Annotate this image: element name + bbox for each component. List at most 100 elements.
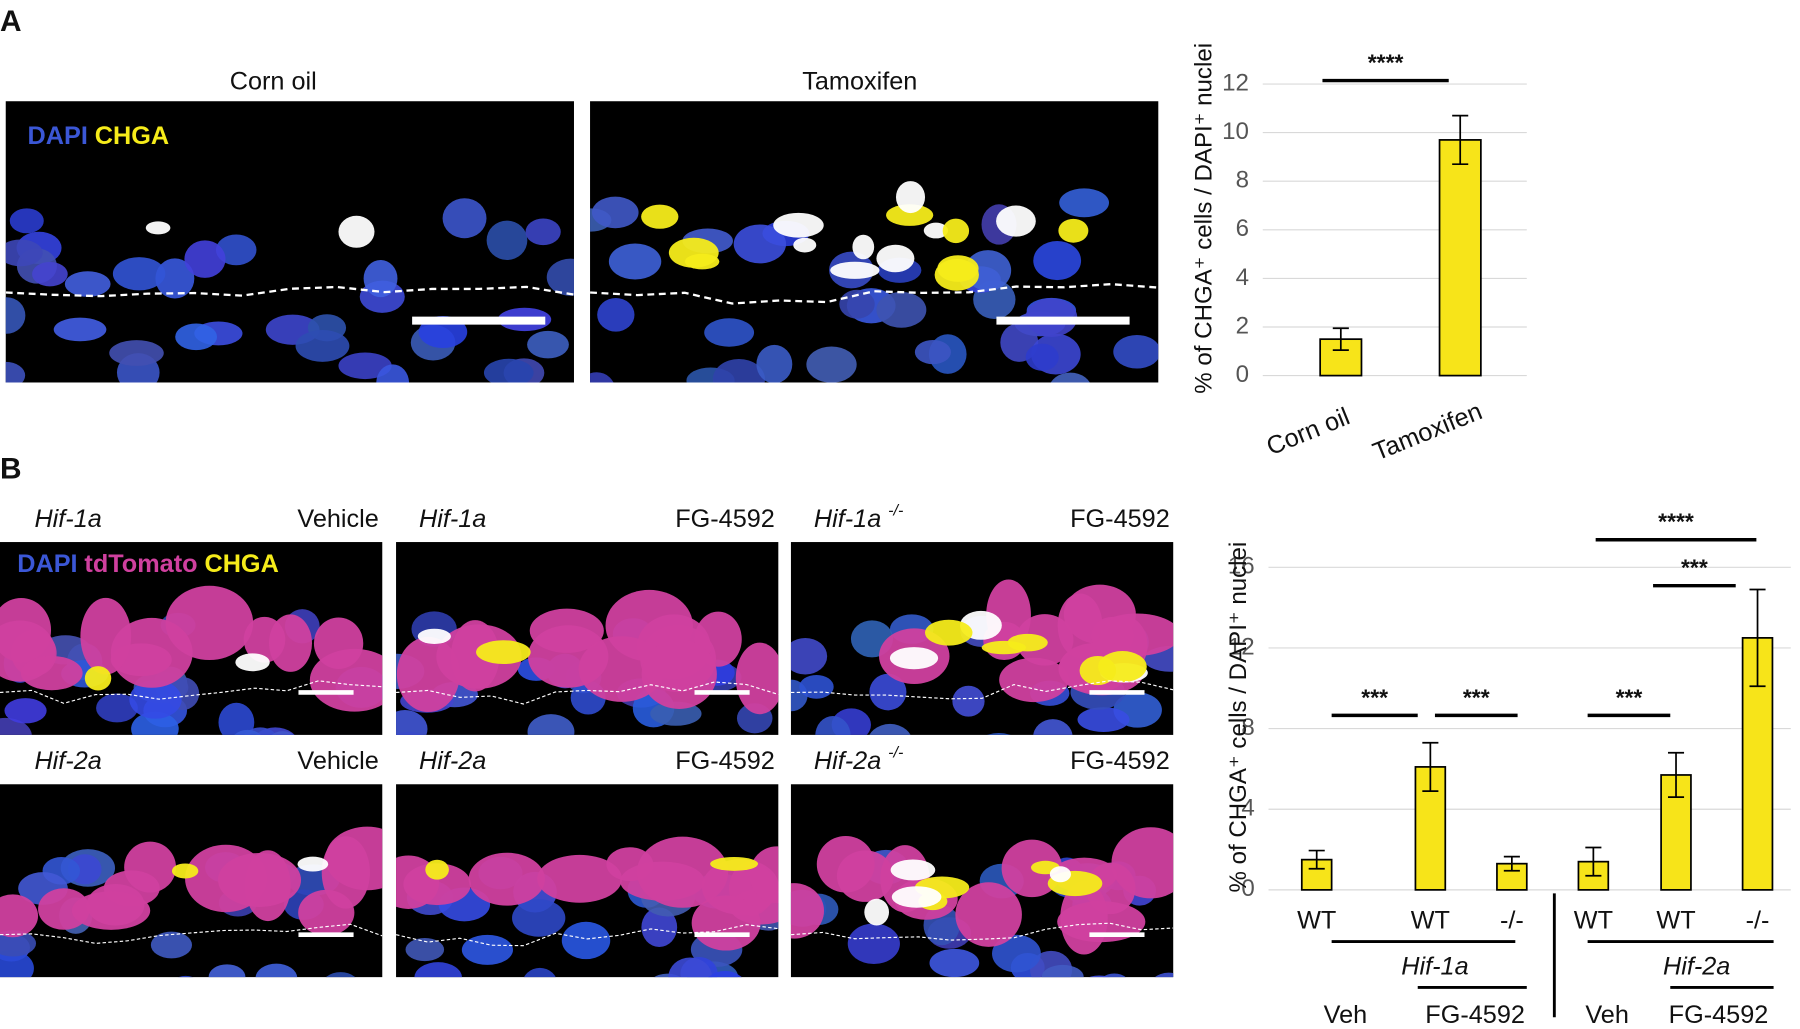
stain-name: CHGA: [204, 550, 278, 578]
treatment-label: FG-4592: [1070, 747, 1170, 775]
basement-line: [0, 923, 383, 944]
chga-signal: [145, 221, 171, 235]
x-tick-label: -/-: [1500, 907, 1524, 935]
chga-signal: [895, 181, 926, 214]
nucleus: [756, 344, 793, 383]
x-tick-label: WT: [1574, 907, 1613, 935]
tdtomato-cell: [537, 854, 622, 903]
stain-name: tdTomato: [84, 550, 197, 578]
nucleus: [641, 907, 678, 947]
tdtomato-cell: [999, 657, 1069, 703]
nucleus: [525, 218, 561, 246]
y-tick-label: 0: [1241, 875, 1254, 902]
nucleus: [6, 978, 56, 1006]
error-bar: [1332, 327, 1349, 351]
micrograph-content: [396, 589, 779, 735]
nucleus: [109, 340, 164, 366]
image-label: Corn oil: [230, 68, 317, 96]
chga-signal: [876, 244, 915, 273]
nucleus: [112, 257, 166, 291]
nucleus: [1033, 719, 1073, 735]
x-tick-label: WT: [1411, 907, 1450, 935]
micrograph-content: [790, 579, 1174, 770]
gene-label: Hif-1a: [814, 505, 881, 533]
nucleus: [712, 358, 765, 383]
nucleus: [914, 340, 951, 365]
basement-line: [5, 285, 574, 298]
nucleus: [952, 685, 985, 717]
nucleus: [4, 698, 47, 724]
tdtomato-cell: [735, 642, 779, 715]
y-tick-label: 8: [1236, 167, 1249, 194]
chga-signal: [84, 666, 112, 691]
nucleus: [512, 899, 566, 937]
tdtomato-cell: [71, 891, 151, 930]
basement-line: [396, 681, 779, 705]
nucleus: [64, 271, 111, 297]
stain-name: CHGA: [95, 121, 169, 149]
gene-label: Hif-1a: [419, 505, 486, 533]
stain-legend: DAPI tdTomato CHGA: [17, 550, 279, 578]
chga-signal: [1007, 633, 1048, 652]
nucleus: [608, 243, 662, 280]
treatment-label: FG-4592: [675, 747, 775, 775]
nucleus: [338, 352, 392, 380]
chga-signal: [942, 218, 970, 244]
nucleus: [461, 934, 514, 965]
significance-label: ****: [1368, 50, 1404, 76]
tdtomato-cell: [578, 636, 665, 702]
nucleus: [129, 680, 182, 719]
nucleus: [0, 717, 32, 735]
chga-signal: [925, 619, 973, 646]
gene-label: Hif-2a: [814, 747, 881, 775]
nucleus: [53, 317, 107, 342]
nucleus: [704, 318, 755, 347]
treatment-label: Veh: [1324, 1001, 1368, 1029]
nucleus: [876, 291, 927, 328]
x-tick-label: WT: [1656, 907, 1695, 935]
gene-label: Hif-1a: [34, 505, 101, 533]
nucleus: [847, 923, 900, 965]
chga-signal: [793, 237, 817, 253]
genotype-label: -/-: [888, 744, 903, 762]
y-axis-title: % of CHGA⁺ cells / DAPI⁺ nuclei: [1225, 542, 1252, 893]
nucleus: [1059, 188, 1110, 218]
nucleus: [1154, 972, 1174, 978]
tdtomato-cell: [529, 608, 604, 653]
y-tick-label: 10: [1222, 118, 1249, 145]
nucleus: [929, 746, 967, 770]
treatment-label: Vehicle: [297, 747, 378, 775]
basement-line: [0, 680, 383, 704]
nucleus: [483, 358, 534, 383]
y-tick-label: 12: [1222, 69, 1249, 96]
nucleus: [591, 196, 639, 229]
basement-line: [396, 924, 779, 947]
chga-signal: [934, 258, 979, 291]
nucleus: [1113, 335, 1159, 369]
treatment-label: FG-4592: [675, 505, 775, 533]
error-bar: [1308, 849, 1325, 870]
micrograph-content: [0, 826, 383, 1006]
nucleus: [869, 723, 911, 735]
chga-signal: [996, 205, 1036, 237]
nucleus: [96, 693, 138, 723]
tdtomato-cell: [268, 614, 313, 672]
tdtomato-cell: [218, 852, 302, 907]
chga-signal: [886, 204, 934, 226]
significance-label: ****: [1658, 509, 1694, 535]
chga-signal: [864, 898, 890, 926]
nucleus: [527, 714, 575, 735]
chga-signal: [890, 859, 936, 881]
nucleus: [295, 330, 350, 362]
panel-label: B: [0, 453, 22, 486]
nucleus: [363, 259, 398, 298]
error-bar: [1749, 588, 1766, 688]
nucleus: [1102, 973, 1126, 978]
nucleus: [668, 957, 713, 978]
nucleus: [376, 364, 410, 383]
nucleus: [32, 261, 68, 287]
nucleus: [524, 967, 556, 978]
micrograph-content: [396, 836, 779, 978]
basement-line: [590, 283, 1159, 305]
treatment-label: FG-4592: [1669, 1001, 1769, 1029]
